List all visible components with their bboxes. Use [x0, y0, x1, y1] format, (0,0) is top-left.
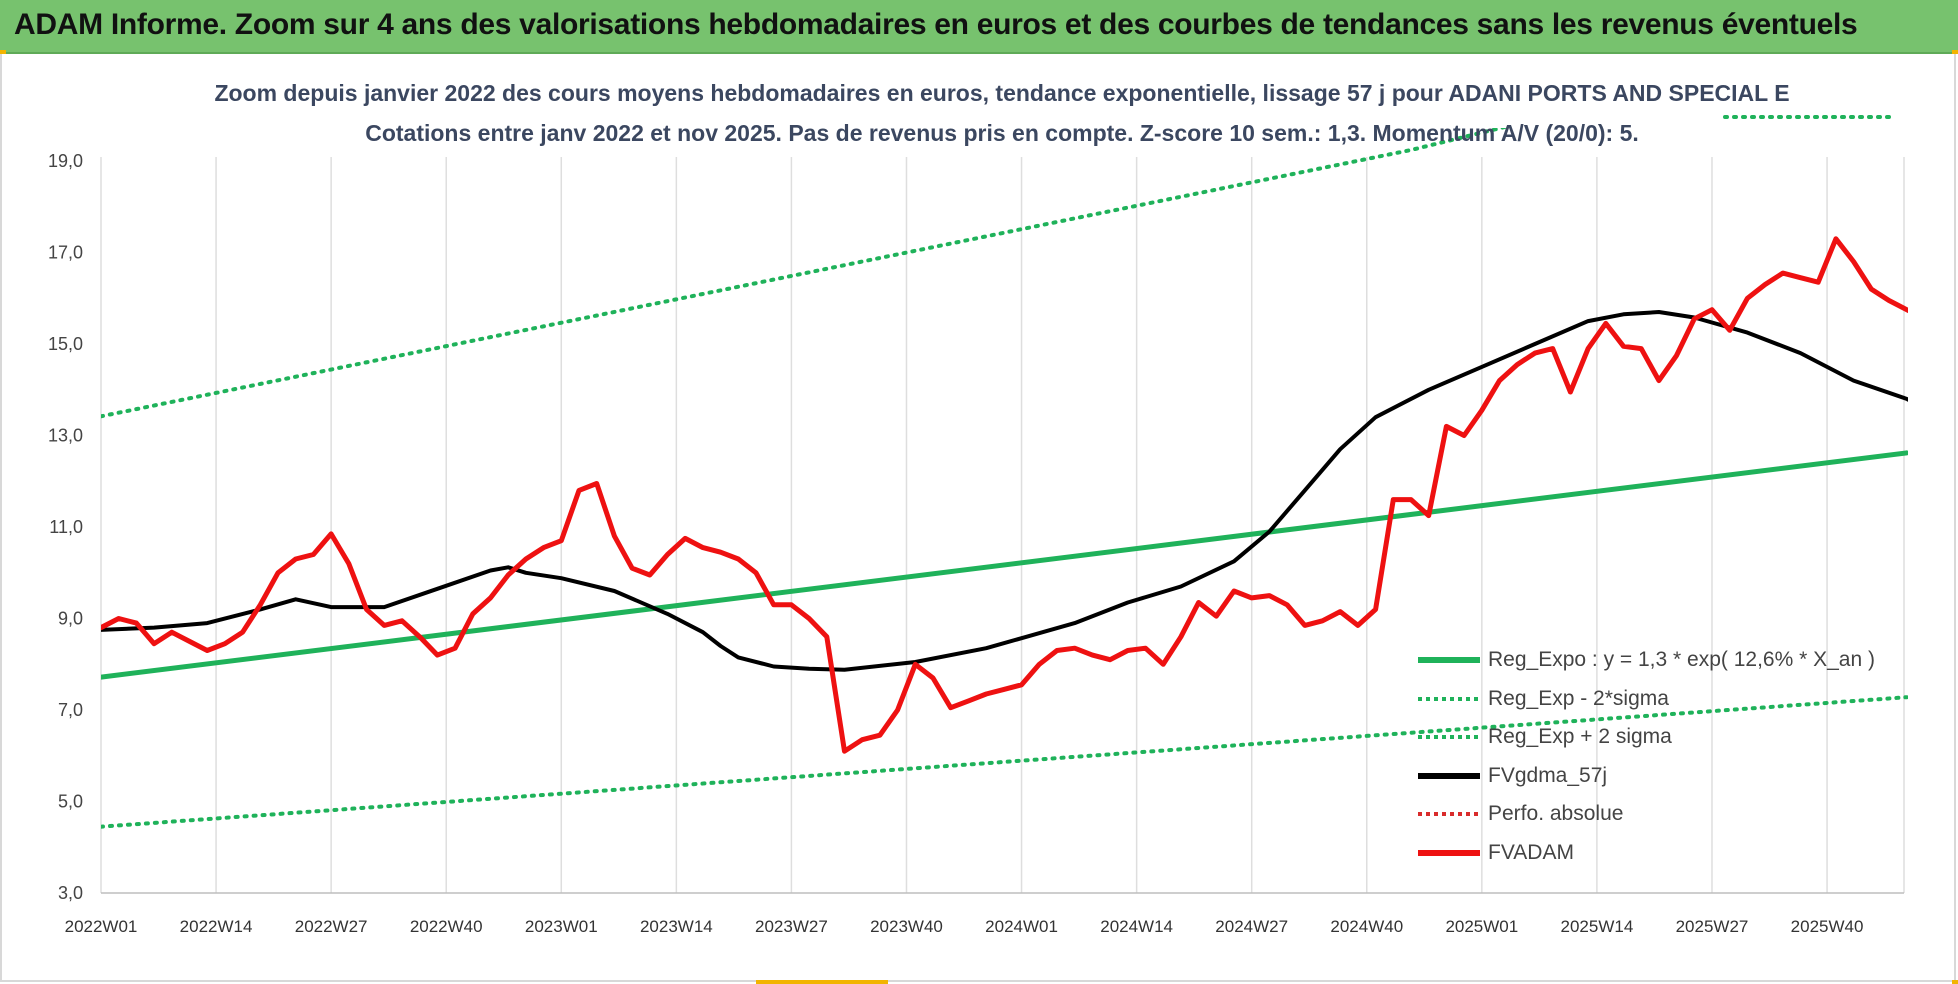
legend-label: Reg_Exp - 2*sigma	[1488, 686, 1669, 710]
axis-ticks: 2022W01 2022W14 2022W27 2022W40 2023W01 2023W…	[48, 151, 1863, 936]
resize-handle-bottom-right[interactable]	[1952, 980, 1958, 984]
series-fvadam	[101, 236, 1908, 754]
x-tick-label: 2023W14	[640, 917, 713, 936]
x-tick-label: 2023W01	[525, 917, 598, 936]
legend-label: Reg_Exp + 2 sigma	[1488, 725, 1672, 749]
legend-item: Reg_Exp - 2*sigma	[1418, 680, 1918, 719]
x-tick-label: 2024W01	[985, 917, 1058, 936]
series-reg-expo-y-1-3-exp-12-6-x-an	[101, 450, 1908, 680]
chart-frame	[0, 54, 1956, 982]
y-tick-label: 3,0	[58, 883, 83, 903]
chart-subtitle: Cotations entre janv 2022 et nov 2025. P…	[365, 120, 1639, 146]
legend-swatch	[1418, 735, 1480, 740]
y-tick-label: 5,0	[58, 792, 83, 812]
y-tick-label: 17,0	[48, 243, 83, 263]
legend-label: Perfo. absolue	[1488, 802, 1624, 826]
x-tick-label: 2022W27	[295, 917, 368, 936]
x-tick-label: 2025W14	[1561, 917, 1634, 936]
chart-title: Zoom depuis janvier 2022 des cours moyen…	[214, 80, 1790, 106]
legend-label: Reg_Expo : y = 1,3 * exp( 12,6% * X_an )	[1488, 648, 1875, 672]
x-tick-label: 2022W40	[410, 917, 483, 936]
x-tick-label: 2023W40	[870, 917, 943, 936]
legend-label: FVgdma_57j	[1488, 763, 1608, 787]
x-tick-label: 2023W27	[755, 917, 828, 936]
x-tick-label: 2024W14	[1100, 917, 1173, 936]
legend-item: Perfo. absolue	[1418, 795, 1918, 834]
y-tick-label: 19,0	[48, 151, 83, 171]
resize-handle-top-right[interactable]	[1952, 50, 1958, 54]
x-tick-label: 2024W27	[1215, 917, 1288, 936]
resize-handle-bottom[interactable]	[756, 980, 888, 984]
legend-swatch	[1418, 657, 1480, 664]
x-tick-label: 2024W40	[1330, 917, 1403, 936]
grid-lines	[100, 157, 1905, 894]
legend-label: FVADAM	[1488, 840, 1574, 864]
legend-item: FVADAM	[1418, 834, 1918, 873]
legend-swatch	[1418, 849, 1480, 856]
series-fvgdma-57j	[101, 310, 1908, 672]
legend-swatch	[1418, 812, 1480, 817]
x-tick-label: 2022W14	[180, 917, 253, 936]
chart-legend: Reg_Expo : y = 1,3 * exp( 12,6% * X_an )…	[1418, 641, 1918, 872]
x-tick-label: 2022W01	[65, 917, 138, 936]
legend-swatch	[1418, 772, 1480, 779]
banner-title: ADAM Informe. Zoom sur 4 ans des valoris…	[14, 8, 1858, 41]
y-tick-label: 11,0	[49, 517, 83, 537]
series-lines	[101, 128, 1908, 829]
y-tick-label: 13,0	[48, 426, 83, 446]
y-tick-label: 7,0	[58, 700, 83, 720]
header-banner: ADAM Informe. Zoom sur 4 ans des valoris…	[0, 0, 1958, 54]
y-tick-label: 9,0	[58, 609, 83, 629]
resize-handle-top-left[interactable]	[0, 50, 6, 54]
y-tick-label: 15,0	[48, 334, 83, 354]
legend-item: FVgdma_57j	[1418, 757, 1918, 796]
x-tick-label: 2025W01	[1445, 917, 1518, 936]
legend-item: Reg_Exp + 2 sigma	[1418, 718, 1918, 757]
x-tick-label: 2025W40	[1791, 917, 1864, 936]
x-tick-label: 2025W27	[1676, 917, 1749, 936]
legend-item: Reg_Expo : y = 1,3 * exp( 12,6% * X_an )	[1418, 641, 1918, 680]
legend-swatch	[1418, 696, 1480, 701]
